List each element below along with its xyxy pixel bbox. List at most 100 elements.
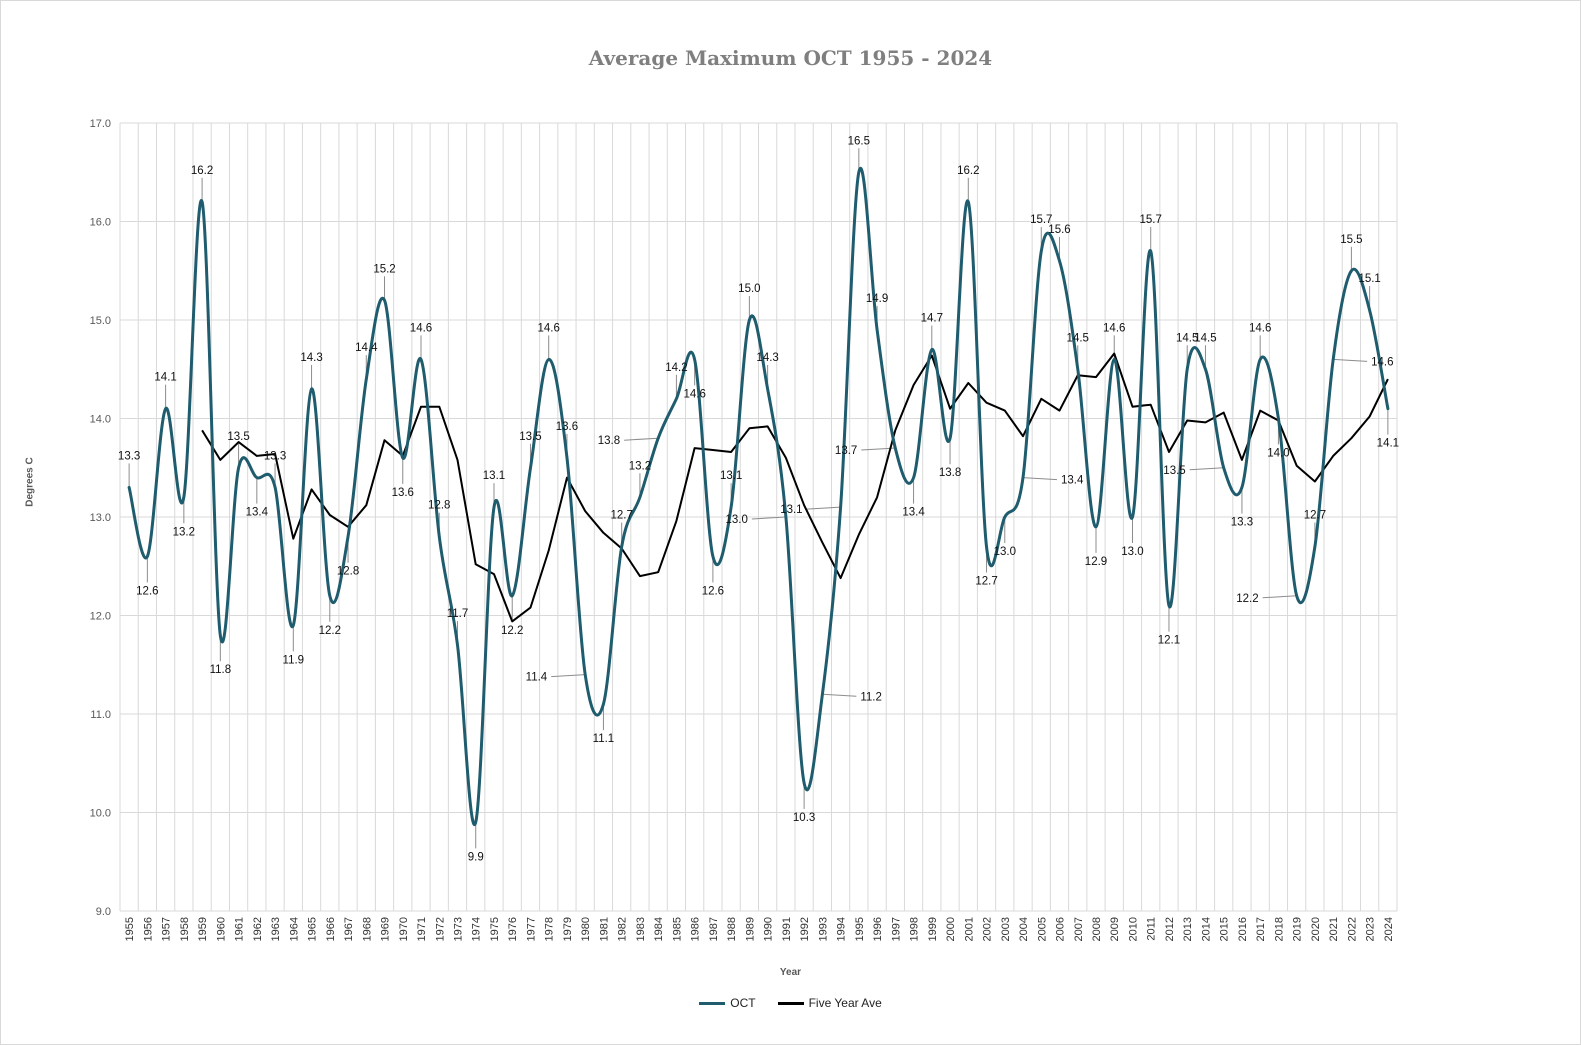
x-tick-label: 1975 [489,917,501,941]
data-label: 14.3 [300,352,322,364]
x-tick-label: 1984 [653,917,665,941]
x-tick-label: 2015 [1219,917,1231,941]
data-label: 14.5 [1194,332,1216,344]
data-label: 14.6 [683,388,705,400]
x-tick-label: 1956 [142,917,154,941]
x-tick-label: 1976 [507,917,519,941]
data-label: 14.2 [665,362,687,374]
data-label: 14.1 [154,372,176,384]
x-tick-label: 2001 [963,917,975,941]
series-oct-line [127,167,1390,827]
data-label: 13.1 [780,504,802,516]
data-label: 13.5 [1163,465,1185,477]
leader-line [1189,467,1224,471]
x-tick-label: 2012 [1164,917,1176,941]
x-tick-label: 1968 [361,917,373,941]
data-label: 11.2 [860,691,882,703]
x-tick-label: 2002 [982,917,994,941]
leader-line [624,437,659,441]
y-tick-label: 15.0 [90,315,111,327]
data-label: 14.9 [866,293,888,305]
x-tick-label: 1981 [598,917,610,941]
x-tick-label: 1985 [671,917,683,941]
x-tick-label: 1978 [544,917,556,941]
data-label: 13.0 [1121,546,1143,558]
data-label: 15.5 [1340,234,1362,246]
x-tick-label: 1979 [562,917,574,941]
x-tick-label: 2009 [1109,917,1121,941]
data-label: 13.5 [519,431,541,443]
data-label: 14.6 [1103,322,1125,334]
leader-line [1262,595,1297,599]
x-tick-label: 1974 [471,917,483,941]
x-tick-label: 1966 [325,917,337,941]
y-tick-label: 16.0 [90,217,111,229]
y-tick-label: 11.0 [90,709,111,721]
axes: 9.0 10.0 11.0 12.0 13.0 14.0 15.0 16.0 17.0 1955 1… [90,118,1395,941]
data-label: 15.1 [1358,273,1380,285]
data-label: 13.2 [173,526,195,538]
data-label: 14.3 [756,352,778,364]
x-tick-label: 1962 [252,917,264,941]
x-tick-label: 1959 [197,917,209,941]
leader-line [806,506,841,510]
data-label: 10.3 [793,812,815,824]
data-label: 11.7 [447,608,469,620]
leader-line [1022,477,1058,481]
legend-label-oct: OCT [730,996,756,1010]
data-label: 15.7 [1030,214,1052,226]
x-tick-label: 1986 [690,917,702,941]
x-tick-label: 2006 [1055,917,1067,941]
x-tick-label: 1995 [854,917,866,941]
data-label: 16.2 [957,165,979,177]
data-label: 13.7 [835,445,857,457]
legend-item-five-year-ave: Five Year Ave [777,996,882,1010]
y-tick-label: 17.0 [90,118,111,130]
y-tick-label: 14.0 [90,414,111,426]
x-tick-label: 1998 [909,917,921,941]
legend-swatch-oct [699,1001,726,1005]
x-tick-label: 2017 [1255,917,1267,941]
x-tick-label: 2007 [1073,917,1085,941]
data-label: 13.8 [598,435,620,447]
data-label: 11.4 [526,672,548,684]
x-tick-label: 2005 [1036,917,1048,941]
x-tick-label: 1992 [799,917,811,941]
data-label: 14.6 [1249,322,1271,334]
x-tick-label: 1996 [872,917,884,941]
data-label: 13.8 [939,467,961,479]
series-lines [127,167,1390,827]
x-tick-label: 1957 [161,917,173,941]
data-label: 13.3 [118,450,140,462]
x-tick-label: 1971 [416,917,428,941]
data-label: 14.6 [410,322,432,334]
data-label: 15.6 [1048,224,1070,236]
x-tick-label: 1982 [617,917,629,941]
legend-label-five-year-ave: Five Year Ave [808,996,882,1010]
x-tick-label: 2010 [1127,917,1139,941]
x-tick-label: 1999 [927,917,939,941]
data-label: 12.6 [136,585,158,597]
leader-line [751,516,786,520]
data-label: 14.4 [355,342,378,354]
x-tick-label: 2022 [1346,917,1358,941]
data-label: 14.1 [1377,438,1399,450]
x-tick-label: 2018 [1273,917,1285,941]
series-five-year-ave-line [201,352,1389,623]
data-label: 14.5 [1176,332,1198,344]
x-tick-label: 1980 [580,917,592,941]
data-label: 12.2 [319,625,341,637]
data-label: 16.5 [848,135,870,147]
data-label: 13.3 [264,450,286,462]
data-label: 13.0 [994,546,1016,558]
x-tick-label: 1977 [525,917,537,941]
data-label: 12.6 [702,585,724,597]
x-tick-label: 2013 [1182,917,1194,941]
gridlines [119,122,1398,912]
x-tick-label: 1964 [288,917,300,941]
x-tick-label: 2003 [1000,917,1012,941]
data-label: 14.5 [1067,332,1089,344]
data-label: 11.9 [283,654,305,666]
data-label: 13.4 [246,507,269,519]
